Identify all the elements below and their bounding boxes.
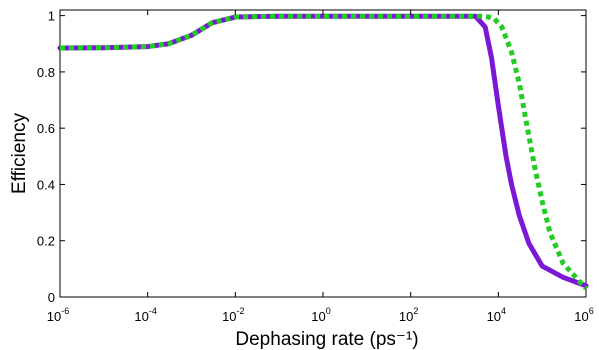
- y-axis-label: Efficiency: [9, 113, 30, 194]
- y-tick-label: 0.2: [37, 234, 55, 249]
- x-tick-label: 100: [311, 306, 330, 324]
- x-tick-label: 106: [574, 306, 593, 324]
- y-tick-label: 0.6: [37, 121, 55, 136]
- x-tick-label: 10-4: [134, 306, 156, 324]
- y-tick-label: 0.8: [37, 65, 55, 80]
- y-axis: 0 0.2 0.4 0.6 0.8 1: [37, 9, 586, 305]
- y-tick-label: 0: [48, 290, 55, 305]
- x-tick-label: 10-2: [222, 306, 244, 324]
- series-line-2: [59, 13, 588, 291]
- x-axis-label: Dephasing rate (ps⁻¹): [235, 329, 418, 350]
- x-tick-label: 104: [487, 306, 506, 324]
- series-layer: [57, 13, 589, 291]
- series-line-1: [57, 13, 589, 289]
- x-tick-label: 102: [399, 306, 418, 324]
- x-tick-label: 10-6: [47, 306, 69, 324]
- x-axis: 10-6 10-4 10-2 100 102 104 106: [47, 10, 594, 324]
- y-tick-label: 0.4: [37, 177, 55, 192]
- y-tick-label: 1: [48, 9, 55, 24]
